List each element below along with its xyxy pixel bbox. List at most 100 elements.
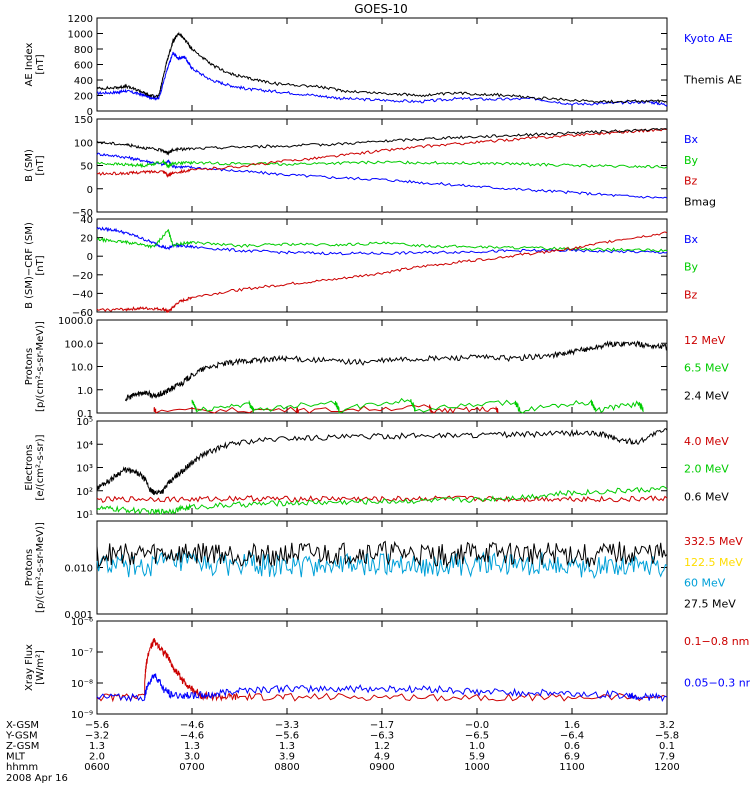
y-axis-label: [nT] — [35, 255, 46, 275]
axis-table-row-label: X-GSM — [6, 720, 39, 731]
axis-table-cell: 3.0 — [184, 752, 200, 763]
y-tick-label: 1000.0 — [58, 316, 93, 327]
legend-entry: 12 MeV — [684, 334, 726, 347]
axis-table-cell: −6.5 — [465, 731, 489, 742]
y-axis-label: Electrons — [24, 444, 35, 490]
panel-frame — [96, 319, 668, 414]
axis-table-cell: 1.6 — [564, 720, 580, 731]
panel-protons_low: 0.1 1.0 10.0 100.0 1000.0 Protons [p/(cm²-s-sr… — [24, 316, 729, 420]
y-tick-label: 20 — [80, 234, 93, 245]
axis-table-cell: 1.3 — [184, 741, 200, 752]
y-axis-label: B (SM)−CRF (SM) — [24, 222, 35, 309]
y-axis-label: B (SM) — [24, 149, 35, 182]
y-tick-label: 1000 — [68, 30, 93, 41]
axis-table-row-label: Y-GSM — [5, 731, 38, 742]
series-line-0-1-0-8-nm — [96, 637, 668, 703]
axis-table-cell: 4.9 — [374, 752, 390, 763]
y-tick-label: 10¹ — [76, 510, 93, 521]
legend-entry: Kyoto AE — [684, 32, 733, 45]
axis-table-cell: 1.3 — [279, 741, 295, 752]
axis-table-row-label: Z-GSM — [6, 741, 39, 752]
axis-table-cell: −6.4 — [560, 731, 584, 742]
y-tick-label: 10² — [76, 487, 93, 498]
legend-entry: Bmag — [684, 195, 716, 208]
y-tick-label: 600 — [74, 61, 93, 72]
axis-table-cell: 0900 — [369, 762, 394, 773]
legend-entry: Bz — [684, 288, 698, 301]
axis-table-cell: −1.7 — [370, 720, 394, 731]
axis-table-cell: 1.2 — [374, 741, 390, 752]
y-tick-label: −60 — [72, 308, 93, 319]
axis-table-cell: 1.3 — [89, 741, 105, 752]
y-tick-label: 0.1 — [77, 409, 93, 420]
y-tick-label: 1.0 — [77, 386, 93, 397]
series-line-0-6-mev — [96, 428, 668, 496]
legend-entry: Themis AE — [683, 74, 742, 87]
y-tick-label: 100.0 — [64, 339, 93, 350]
axis-table-cell: −6.3 — [370, 731, 394, 742]
axis-table-row-label: hhmm — [6, 762, 38, 773]
legend-entry: 0.05−0.3 nm — [684, 677, 750, 690]
y-tick-label: 0 — [87, 107, 93, 118]
panel-xray: 10⁻⁹ 10⁻⁸ 10⁻⁷ 10⁻⁶ Xray Flux [W/m²] 0.1−0.8 n… — [24, 617, 750, 721]
y-tick-label: 0.001 — [64, 610, 93, 621]
panel-frame — [96, 520, 668, 615]
series-line-kyoto-ae — [96, 51, 668, 107]
axis-table-cell: 1000 — [464, 762, 489, 773]
y-tick-label: 10⁻⁹ — [71, 710, 93, 721]
legend-entry: Bz — [684, 175, 698, 188]
series-line-60-mev — [96, 550, 668, 580]
y-tick-label: 0 — [87, 252, 93, 263]
series-line-by — [96, 159, 668, 169]
panel-electrons: 10¹ 10² 10³ 10⁴ 10⁵ Electrons [e/(cm²-s-sr)] 4.… — [24, 417, 729, 521]
axis-table-cell: 0.1 — [659, 741, 675, 752]
series-line-27-5-mev — [96, 540, 668, 569]
axis-table-cell: −5.6 — [275, 731, 299, 742]
axis-table-cell: 7.9 — [659, 752, 675, 763]
series-line-6-5-mev — [191, 397, 644, 414]
y-tick-label: 10⁻⁶ — [71, 617, 93, 628]
axis-table-cell: −3.2 — [85, 731, 109, 742]
axis-table-cell: −5.8 — [655, 731, 679, 742]
y-axis-label: [nT] — [35, 54, 46, 74]
y-axis-label: Protons — [24, 348, 35, 385]
y-tick-label: 0 — [87, 185, 93, 196]
axis-table-cell: 6.9 — [564, 752, 580, 763]
panel-protons_high: 0.001 0.010 Protons [p/(cm²-s-sr-MeV)] 332.5… — [24, 520, 743, 621]
y-axis-label: Protons — [24, 549, 35, 586]
axis-table-cell: −3.3 — [275, 720, 299, 731]
axis-table-cell: 5.9 — [469, 752, 485, 763]
y-axis-label: [e/(cm²-s-sr)] — [35, 434, 46, 500]
axis-table-cell: 0800 — [274, 762, 299, 773]
y-tick-label: 1200 — [68, 14, 93, 25]
y-tick-label: −40 — [72, 289, 93, 300]
date-label: 2008 Apr 16 — [6, 773, 68, 784]
legend-entry: 332.5 MeV — [684, 535, 743, 548]
panel-frame — [96, 218, 668, 313]
legend-entry: By — [684, 261, 699, 274]
panel-frame — [96, 620, 668, 715]
series-line-0-05-0-3-nm — [96, 673, 668, 703]
y-axis-label: [nT] — [35, 155, 46, 175]
y-tick-label: 40 — [80, 215, 93, 226]
y-tick-label: 10⁻⁸ — [71, 679, 93, 690]
series-line-2-4-mev — [125, 340, 668, 402]
y-axis-label: [p/(cm²-s-sr-MeV)] — [35, 321, 46, 412]
series-line-bmag — [96, 127, 668, 156]
series-line-themis-ae — [96, 31, 668, 104]
y-tick-label: 150 — [74, 115, 93, 126]
figure-title: GOES-10 — [354, 2, 408, 16]
series-line-12-mev — [153, 404, 499, 414]
y-tick-label: 400 — [74, 76, 93, 87]
legend-entry: 4.0 MeV — [684, 435, 729, 448]
legend-entry: By — [684, 154, 699, 167]
legend-entry: 2.4 MeV — [684, 389, 729, 402]
panel-ae: 0 200 400 600 800 1000 1200 AE Index [nT] Kyoto A… — [24, 14, 742, 118]
axis-table-cell: 3.9 — [279, 752, 295, 763]
legend-entry: 60 MeV — [684, 577, 726, 590]
y-tick-label: 10⁴ — [76, 440, 93, 451]
legend-entry: 0.1−0.8 nm — [684, 635, 749, 648]
legend-entry: 0.6 MeV — [684, 490, 729, 503]
axis-table-cell: 3.2 — [659, 720, 675, 731]
